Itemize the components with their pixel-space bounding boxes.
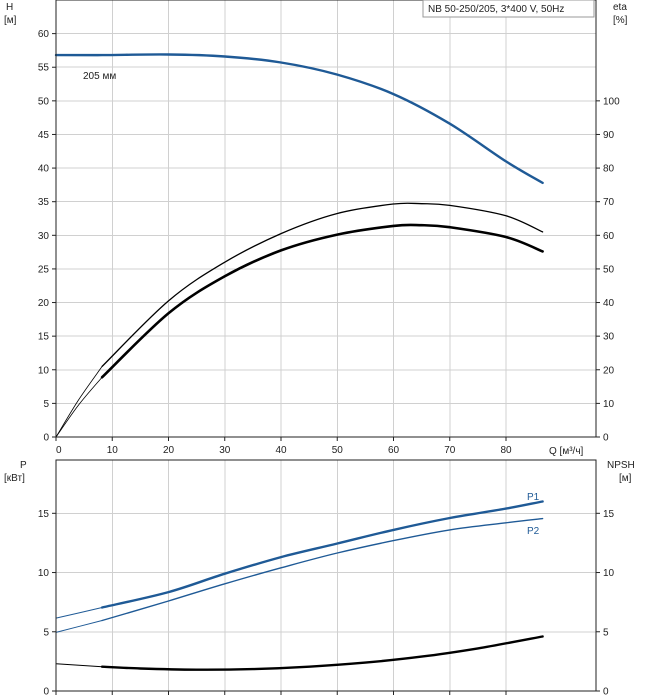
top-right-tick-label: 80 bbox=[603, 164, 615, 175]
bottom-right-tick-label: 10 bbox=[603, 568, 615, 579]
top-left-tick-label: 35 bbox=[38, 197, 50, 208]
legend-box bbox=[422, 0, 595, 18]
top-right-tick-label: 60 bbox=[603, 231, 615, 242]
top-right-tick-label: 10 bbox=[603, 399, 615, 410]
npsh-axis-unit: [м] bbox=[619, 473, 632, 484]
bottom-right-tick-label: 15 bbox=[603, 509, 615, 520]
series-label-p1: P1 bbox=[527, 492, 540, 503]
legend-text: NB 50-250/205, 3*400 V, 50Hz bbox=[428, 4, 564, 15]
series-line-npsh_ext bbox=[55, 663, 103, 668]
x-tick-label: 40 bbox=[275, 445, 287, 456]
series-line-p1 bbox=[100, 500, 544, 609]
top-grid bbox=[56, 0, 596, 437]
power-axis-unit: [кВт] bbox=[4, 473, 25, 484]
series-line-p2_ext bbox=[55, 620, 103, 633]
npsh-axis-title: NPSH bbox=[607, 460, 635, 471]
x-tick-label: 30 bbox=[219, 445, 231, 456]
bottom-left-tick-label: 10 bbox=[38, 568, 50, 579]
power-axis-title: P bbox=[20, 460, 27, 471]
series-line-eta_bold_ext bbox=[55, 376, 103, 438]
top-right-tick-label: 0 bbox=[603, 433, 609, 444]
top-left-tick-label: 55 bbox=[38, 63, 50, 74]
eta-axis-unit: [%] bbox=[613, 15, 628, 26]
top-left-tick-label: 20 bbox=[38, 298, 50, 309]
series-line-eta_bold bbox=[100, 223, 544, 379]
bottom-left-tick-label: 15 bbox=[38, 509, 50, 520]
series-label-p2: P2 bbox=[527, 526, 540, 537]
bottom-plot-frame bbox=[55, 459, 597, 692]
top-right-tick-label: 100 bbox=[603, 96, 620, 107]
series-label-head: 205 мм bbox=[83, 71, 116, 82]
top-left-tick-label: 40 bbox=[38, 164, 50, 175]
top-left-tick-label: 30 bbox=[38, 231, 50, 242]
top-left-tick-label: 25 bbox=[38, 264, 50, 275]
top-right-tick-label: 50 bbox=[603, 264, 615, 275]
top-left-tick-label: 15 bbox=[38, 332, 50, 343]
top-plot-frame bbox=[55, 0, 597, 438]
top-ticks: 0 5 10 15 20 25 30 35 40 45 50 55 60 0 10 20 30 40 50 60 70 8… bbox=[38, 29, 620, 456]
top-left-tick-label: 5 bbox=[43, 399, 49, 410]
x-tick-label: 10 bbox=[107, 445, 119, 456]
top-left-tick-label: 10 bbox=[38, 365, 50, 376]
bottom-right-tick-label: 0 bbox=[603, 687, 609, 698]
x-tick-label: 50 bbox=[332, 445, 344, 456]
bottom-grid bbox=[56, 460, 596, 691]
flow-axis-title: Q [м³/ч] bbox=[549, 446, 584, 457]
series-line-npsh bbox=[100, 635, 544, 671]
top-left-tick-label: 60 bbox=[38, 29, 50, 40]
x-tick-label: 70 bbox=[444, 445, 456, 456]
x-tick-label: 60 bbox=[388, 445, 400, 456]
top-left-tick-label: 50 bbox=[38, 96, 50, 107]
bottom-right-tick-label: 5 bbox=[603, 627, 609, 638]
top-right-tick-label: 70 bbox=[603, 197, 615, 208]
series-line-p2 bbox=[101, 517, 544, 622]
top-left-tick-label: 0 bbox=[43, 433, 49, 444]
top-right-tick-label: 90 bbox=[603, 130, 615, 141]
eta-axis-title: eta bbox=[613, 2, 627, 13]
bottom-left-tick-label: 0 bbox=[43, 687, 49, 698]
series-line-eta_thin bbox=[101, 202, 544, 368]
head-axis-unit: [м] bbox=[4, 15, 17, 26]
top-series bbox=[54, 53, 544, 438]
series-line-head bbox=[54, 53, 544, 185]
head-axis-title: H bbox=[6, 2, 13, 13]
bottom-left-tick-label: 5 bbox=[43, 627, 49, 638]
x-tick-label: 80 bbox=[500, 445, 512, 456]
bottom-series bbox=[55, 500, 544, 671]
top-right-tick-label: 20 bbox=[603, 365, 615, 376]
series-line-p1_ext bbox=[55, 607, 103, 619]
bottom-ticks: 0 5 10 15 0 5 10 15 bbox=[38, 509, 615, 698]
top-right-tick-label: 40 bbox=[603, 298, 615, 309]
top-left-tick-label: 45 bbox=[38, 130, 50, 141]
series-line-eta_thin_ext bbox=[55, 366, 103, 438]
x-tick-label: 0 bbox=[56, 445, 62, 456]
x-tick-label: 20 bbox=[163, 445, 175, 456]
top-right-tick-label: 30 bbox=[603, 332, 615, 343]
